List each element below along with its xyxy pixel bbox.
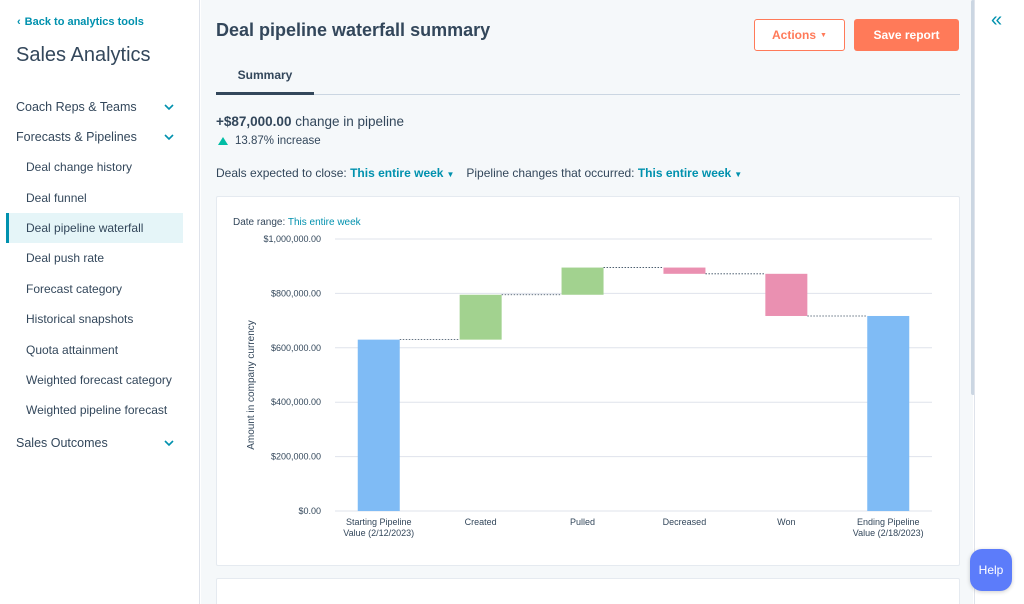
sidebar-item-deal-funnel[interactable]: Deal funnel (6, 182, 183, 212)
y-tick-label: $600,000.00 (271, 343, 321, 353)
waterfall-bar (765, 273, 808, 316)
changes-filter-dropdown[interactable]: This entire week ▼ (638, 166, 742, 180)
chart-card: Date range: This entire week $0.00 $200,0… (216, 196, 960, 566)
sidebar-item-deal-change-history[interactable]: Deal change history (6, 152, 183, 182)
caret-down-icon: ▼ (446, 170, 455, 179)
changes-filter-value: This entire week (637, 166, 732, 180)
close-filter-value: This entire week (350, 166, 444, 180)
x-tick-label: Created (465, 517, 497, 527)
filters-row: Deals expected to close: This entire wee… (216, 166, 742, 180)
nav-group-sales-outcomes[interactable]: Sales Outcomes (0, 428, 200, 458)
waterfall-bar (663, 267, 706, 274)
x-tick-label: Starting Pipeline (346, 517, 412, 527)
sidebar-item-label: Forecast category (26, 281, 123, 296)
y-axis-label: Amount in company currency (246, 320, 257, 450)
sidebar-item-weighted-forecast-category[interactable]: Weighted forecast category (6, 365, 183, 395)
sidebar-item-label: Weighted pipeline forecast (26, 403, 168, 418)
triangle-up-icon (218, 137, 228, 145)
sidebar-item-label: Deal change history (26, 160, 133, 175)
y-tick-label: $800,000.00 (271, 288, 321, 298)
back-link-label: Back to analytics tools (24, 16, 144, 28)
main-content: Deal pipeline waterfall summary Actions … (201, 0, 975, 604)
y-tick-label: $400,000.00 (271, 397, 321, 407)
app-title: Sales Analytics (16, 44, 151, 66)
close-filter-dropdown[interactable]: This entire week ▼ (350, 166, 454, 180)
sidebar-item-label: Weighted forecast category (26, 372, 172, 387)
x-tick-label: Pulled (570, 517, 595, 527)
secondary-card (216, 578, 960, 604)
x-tick-label: Won (777, 517, 795, 527)
sidebar-nav: Coach Reps & Teams Forecasts & Pipelines… (0, 92, 200, 458)
sidebar-item-historical-snapshots[interactable]: Historical snapshots (6, 304, 183, 334)
pipeline-change-text: change in pipeline (295, 114, 405, 129)
y-tick-label: $200,000.00 (271, 452, 321, 462)
x-tick-label: Ending Pipeline (857, 517, 920, 527)
waterfall-chart: $0.00 $200,000.00 $400,000.00 $600,000.00 $8… (246, 234, 932, 538)
double-chevron-left-icon[interactable]: « (991, 9, 1003, 31)
changes-filter: Pipeline changes that occurred: This ent… (466, 166, 742, 180)
save-report-button[interactable]: Save report (854, 19, 959, 51)
pipeline-change-value: +$87,000.00 (216, 114, 292, 129)
tab-bar: Summary (216, 58, 960, 95)
caret-down-icon: ▼ (734, 170, 743, 179)
nav-group-label: Sales Outcomes (16, 435, 108, 450)
page-title: Deal pipeline waterfall summary (216, 20, 491, 40)
y-tick-label: $0.00 (298, 506, 321, 516)
caret-down-icon: ▼ (820, 31, 827, 39)
actions-label: Actions (772, 28, 817, 42)
sidebar-item-quota-attainment[interactable]: Quota attainment (6, 334, 183, 364)
chevron-up-icon (164, 134, 174, 141)
back-to-analytics-link[interactable]: ‹ Back to analytics tools (17, 16, 144, 28)
sidebar-item-label: Deal pipeline waterfall (26, 220, 144, 235)
nav-group-coach-reps-teams[interactable]: Coach Reps & Teams (0, 92, 200, 122)
y-tick-label: $1,000,000.00 (263, 234, 321, 244)
increase-text: 13.87% increase (235, 135, 321, 147)
chevron-down-icon (164, 439, 174, 446)
date-range-value: This entire week (287, 217, 361, 228)
changes-filter-label: Pipeline changes that occurred: (466, 166, 635, 180)
right-rail: « (974, 0, 1024, 604)
chevron-left-icon: ‹ (17, 16, 21, 28)
sidebar-item-label: Historical snapshots (26, 312, 134, 327)
nav-group-label: Forecasts & Pipelines (16, 130, 137, 144)
date-range-label: Date range: (233, 217, 286, 228)
sidebar-item-deal-pipeline-waterfall[interactable]: Deal pipeline waterfall (6, 212, 183, 244)
sidebar-item-deal-push-rate[interactable]: Deal push rate (6, 243, 183, 273)
x-tick-label: Value (2/18/2023) (853, 528, 924, 538)
sidebar-item-label: Deal push rate (26, 251, 105, 266)
sidebar: ‹ Back to analytics tools Sales Analytic… (0, 0, 200, 604)
nav-group-label: Coach Reps & Teams (16, 100, 137, 114)
sidebar-item-label: Deal funnel (26, 190, 87, 205)
chevron-down-icon (164, 104, 174, 111)
close-filter: Deals expected to close: This entire wee… (216, 166, 454, 180)
sidebar-item-weighted-pipeline-forecast[interactable]: Weighted pipeline forecast (6, 395, 183, 425)
waterfall-bar (459, 294, 502, 340)
sidebar-item-label: Quota attainment (26, 342, 119, 357)
actions-button[interactable]: Actions ▼ (754, 19, 845, 51)
waterfall-bar (561, 267, 604, 295)
tab-summary[interactable]: Summary (216, 58, 314, 95)
nav-group-forecasts-pipelines[interactable]: Forecasts & Pipelines (0, 122, 200, 152)
x-tick-label: Decreased (663, 517, 707, 527)
pipeline-change-summary: +$87,000.00 change in pipeline (216, 114, 404, 129)
waterfall-bar (357, 339, 400, 511)
close-filter-label: Deals expected to close: (216, 166, 347, 180)
sidebar-item-forecast-category[interactable]: Forecast category (6, 274, 183, 304)
increase-indicator: 13.87% increase (216, 135, 321, 147)
waterfall-bar (867, 315, 910, 511)
help-button[interactable]: Help (970, 549, 1012, 591)
date-range: Date range: This entire week (233, 217, 361, 228)
scrollbar[interactable] (971, 0, 975, 395)
x-tick-label: Value (2/12/2023) (343, 528, 414, 538)
